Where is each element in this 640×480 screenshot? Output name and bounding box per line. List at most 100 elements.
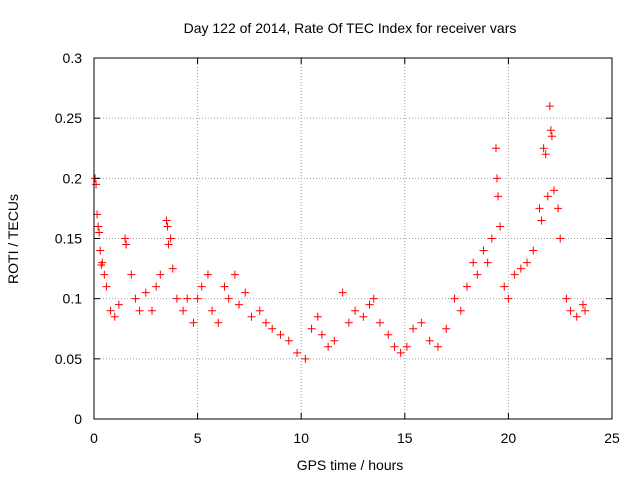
- y-axis-title: ROTI / TECUs: [5, 194, 21, 284]
- data-point: [510, 270, 519, 279]
- data-point: [491, 144, 500, 153]
- data-point: [425, 336, 434, 345]
- data-point: [543, 192, 552, 201]
- data-point: [375, 318, 384, 327]
- data-point: [163, 222, 172, 231]
- data-point: [338, 288, 347, 297]
- data-point: [529, 246, 538, 255]
- data-point: [562, 294, 571, 303]
- data-point: [487, 234, 496, 243]
- data-point: [131, 294, 140, 303]
- data-point: [365, 300, 374, 309]
- data-point: [293, 348, 302, 357]
- data-point: [121, 234, 130, 243]
- data-point: [500, 282, 509, 291]
- data-point: [203, 270, 212, 279]
- data-point: [516, 264, 525, 273]
- data-point: [276, 330, 285, 339]
- data-point: [359, 312, 368, 321]
- data-point: [301, 354, 310, 363]
- data-point: [106, 306, 115, 315]
- data-point: [494, 192, 503, 201]
- data-point: [417, 318, 426, 327]
- data-point: [541, 150, 550, 159]
- x-tick-label: 15: [397, 430, 413, 446]
- data-point: [220, 282, 229, 291]
- data-point: [390, 342, 399, 351]
- chart-title: Day 122 of 2014, Rate Of TEC Index for r…: [184, 20, 517, 36]
- y-tick-label: 0.3: [63, 50, 83, 66]
- data-point: [330, 336, 339, 345]
- data-point: [114, 300, 123, 309]
- data-point: [317, 330, 326, 339]
- data-point: [162, 216, 171, 225]
- data-point: [554, 204, 563, 213]
- data-point: [241, 288, 250, 297]
- data-point: [384, 330, 393, 339]
- ticks-layer: 0 5 10 15 20 25 0 0.05 0.1 0.15 0.2 0.25 0.3: [55, 50, 620, 446]
- data-point: [566, 306, 575, 315]
- data-point: [183, 294, 192, 303]
- data-point: [469, 258, 478, 267]
- data-point: [166, 234, 175, 243]
- data-point: [164, 240, 173, 249]
- data-point: [556, 234, 565, 243]
- y-tick-label: 0: [74, 411, 82, 427]
- data-point: [546, 126, 555, 135]
- data-point: [224, 294, 233, 303]
- data-point: [122, 240, 131, 249]
- data-point: [152, 282, 161, 291]
- data-point: [402, 342, 411, 351]
- y-tick-label: 0.15: [55, 231, 82, 247]
- x-tick-label: 5: [194, 430, 202, 446]
- data-point: [479, 246, 488, 255]
- data-point: [396, 348, 405, 357]
- x-tick-label: 20: [501, 430, 517, 446]
- data-point: [572, 312, 581, 321]
- data-point: [351, 306, 360, 315]
- data-point: [462, 282, 471, 291]
- x-tick-label: 0: [90, 430, 98, 446]
- data-point: [442, 324, 451, 333]
- y-tick-label: 0.05: [55, 351, 82, 367]
- data-point: [95, 228, 104, 237]
- y-tick-label: 0.1: [63, 291, 83, 307]
- data-point: [208, 306, 217, 315]
- data-point: [433, 342, 442, 351]
- data-point: [369, 294, 378, 303]
- data-point: [496, 222, 505, 231]
- data-point: [141, 288, 150, 297]
- data-point: [92, 180, 101, 189]
- data-point: [450, 294, 459, 303]
- data-point: [98, 258, 107, 267]
- data-point: [94, 222, 103, 231]
- data-point: [189, 318, 198, 327]
- data-point: [235, 300, 244, 309]
- data-point: [268, 324, 277, 333]
- data-point: [523, 258, 532, 267]
- points-layer: [91, 102, 590, 363]
- data-point: [344, 318, 353, 327]
- y-tick-label: 0.2: [63, 170, 83, 186]
- data-point: [537, 216, 546, 225]
- data-point: [324, 342, 333, 351]
- data-point: [547, 132, 556, 141]
- data-point: [255, 306, 264, 315]
- data-point: [284, 336, 293, 345]
- data-point: [549, 186, 558, 195]
- data-point: [230, 270, 239, 279]
- data-point: [197, 282, 206, 291]
- data-point: [172, 294, 181, 303]
- data-point: [179, 306, 188, 315]
- data-point: [168, 264, 177, 273]
- data-point: [535, 204, 544, 213]
- data-point: [545, 102, 554, 111]
- data-point: [504, 294, 513, 303]
- data-point: [578, 300, 587, 309]
- data-point: [135, 306, 144, 315]
- data-point: [247, 312, 256, 321]
- data-point: [193, 294, 202, 303]
- data-point: [483, 258, 492, 267]
- data-point: [493, 174, 502, 183]
